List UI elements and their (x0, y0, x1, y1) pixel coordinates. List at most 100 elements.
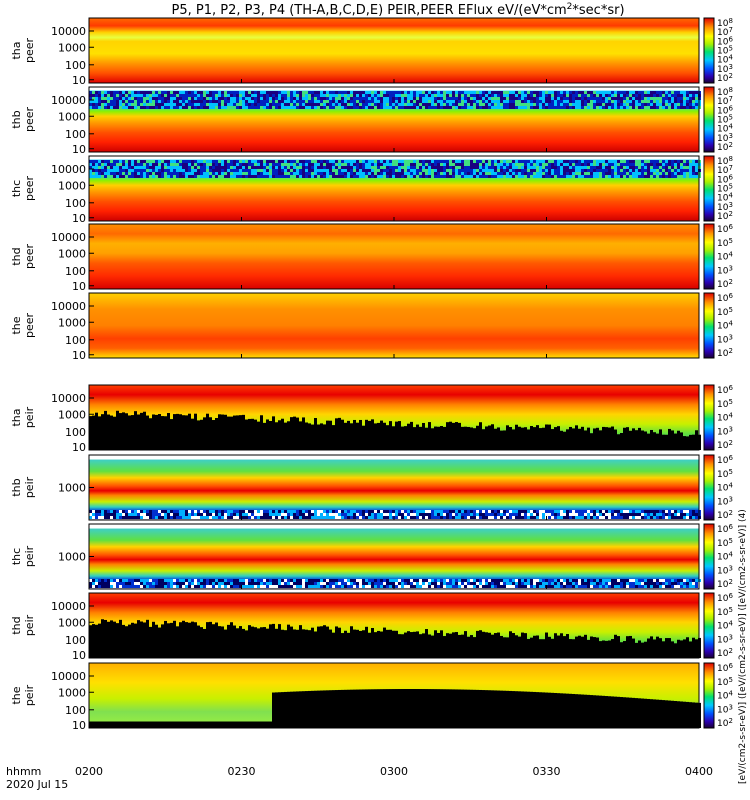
noise-cell (566, 166, 569, 169)
noise-cell (539, 106, 542, 109)
noise-cell (314, 160, 317, 163)
noise-cell (251, 169, 254, 172)
low-count-cell (272, 416, 275, 450)
noise-cell (518, 166, 521, 169)
low-count-cell (671, 641, 674, 658)
noise-cell (125, 94, 128, 97)
noise-cell (557, 513, 560, 516)
noise-band (89, 160, 701, 178)
noise-cell (551, 516, 554, 519)
noise-cell (98, 175, 101, 178)
noise-cell (116, 91, 119, 94)
noise-cell (299, 510, 302, 513)
noise-cell (233, 103, 236, 106)
noise-cell (116, 97, 119, 100)
noise-cell (365, 97, 368, 100)
noise-cell (584, 103, 587, 106)
noise-cell (338, 166, 341, 169)
noise-cell (452, 513, 455, 516)
noise-cell (158, 175, 161, 178)
noise-cell (383, 513, 386, 516)
noise-cell (497, 106, 500, 109)
noise-cell (599, 582, 602, 585)
noise-cell (578, 582, 581, 585)
noise-cell (140, 582, 143, 585)
noise-cell (350, 94, 353, 97)
noise-cell (230, 94, 233, 97)
noise-cell (575, 163, 578, 166)
noise-cell (443, 579, 446, 582)
noise-cell (341, 100, 344, 103)
low-count-cell (305, 630, 308, 658)
noise-cell (536, 160, 539, 163)
noise-cell (428, 175, 431, 178)
noise-cell (131, 169, 134, 172)
noise-cell (161, 513, 164, 516)
noise-cell (317, 97, 320, 100)
noise-cell (506, 175, 509, 178)
noise-cell (584, 94, 587, 97)
noise-cell (101, 160, 104, 163)
noise-cell (641, 163, 644, 166)
noise-cell (650, 103, 653, 106)
noise-cell (662, 160, 665, 163)
noise-cell (533, 169, 536, 172)
noise-cell (368, 97, 371, 100)
noise-cell (299, 166, 302, 169)
noise-cell (146, 585, 149, 588)
noise-cell (101, 513, 104, 516)
low-count-cell (182, 621, 185, 658)
noise-cell (341, 175, 344, 178)
low-count-cell (644, 642, 647, 658)
noise-cell (557, 579, 560, 582)
noise-cell (446, 91, 449, 94)
y-axis-label-probe: tha (10, 408, 23, 426)
noise-cell (545, 103, 548, 106)
noise-cell (383, 103, 386, 106)
low-count-cell (617, 434, 620, 450)
noise-cell (485, 513, 488, 516)
noise-cell (344, 585, 347, 588)
noise-cell (602, 510, 605, 513)
noise-cell (512, 516, 515, 519)
noise-cell (668, 103, 671, 106)
noise-cell (290, 582, 293, 585)
noise-cell (641, 94, 644, 97)
noise-cell (146, 516, 149, 519)
low-count-cell (686, 637, 689, 658)
noise-cell (317, 582, 320, 585)
low-count-cell (491, 690, 494, 728)
noise-cell (110, 175, 113, 178)
noise-cell (278, 585, 281, 588)
noise-cell (446, 579, 449, 582)
noise-cell (266, 166, 269, 169)
noise-cell (695, 579, 698, 582)
noise-cell (179, 585, 182, 588)
noise-cell (635, 106, 638, 109)
noise-cell (269, 172, 272, 175)
noise-cell (602, 163, 605, 166)
noise-cell (155, 160, 158, 163)
noise-cell (503, 169, 506, 172)
noise-cell (446, 163, 449, 166)
noise-cell (329, 100, 332, 103)
low-count-cell (674, 434, 677, 450)
noise-cell (425, 510, 428, 513)
noise-cell (644, 97, 647, 100)
noise-cell (284, 94, 287, 97)
noise-cell (665, 163, 668, 166)
noise-cell (194, 516, 197, 519)
noise-cell (185, 582, 188, 585)
noise-cell (245, 510, 248, 513)
noise-cell (383, 579, 386, 582)
noise-cell (116, 160, 119, 163)
low-count-cell (164, 621, 167, 658)
noise-cell (527, 172, 530, 175)
noise-cell (329, 103, 332, 106)
noise-cell (446, 582, 449, 585)
noise-cell (206, 579, 209, 582)
low-count-cell (533, 427, 536, 450)
noise-cell (143, 94, 146, 97)
noise-cell (476, 510, 479, 513)
noise-cell (152, 97, 155, 100)
